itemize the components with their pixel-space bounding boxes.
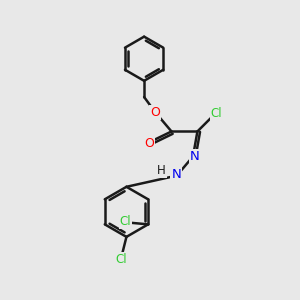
Text: Cl: Cl: [211, 107, 222, 120]
Text: N: N: [171, 168, 181, 181]
Text: N: N: [190, 150, 199, 163]
Text: H: H: [157, 164, 166, 177]
Text: Cl: Cl: [116, 253, 127, 266]
Text: Cl: Cl: [120, 215, 131, 228]
Text: O: O: [144, 137, 154, 150]
Text: O: O: [150, 106, 160, 119]
